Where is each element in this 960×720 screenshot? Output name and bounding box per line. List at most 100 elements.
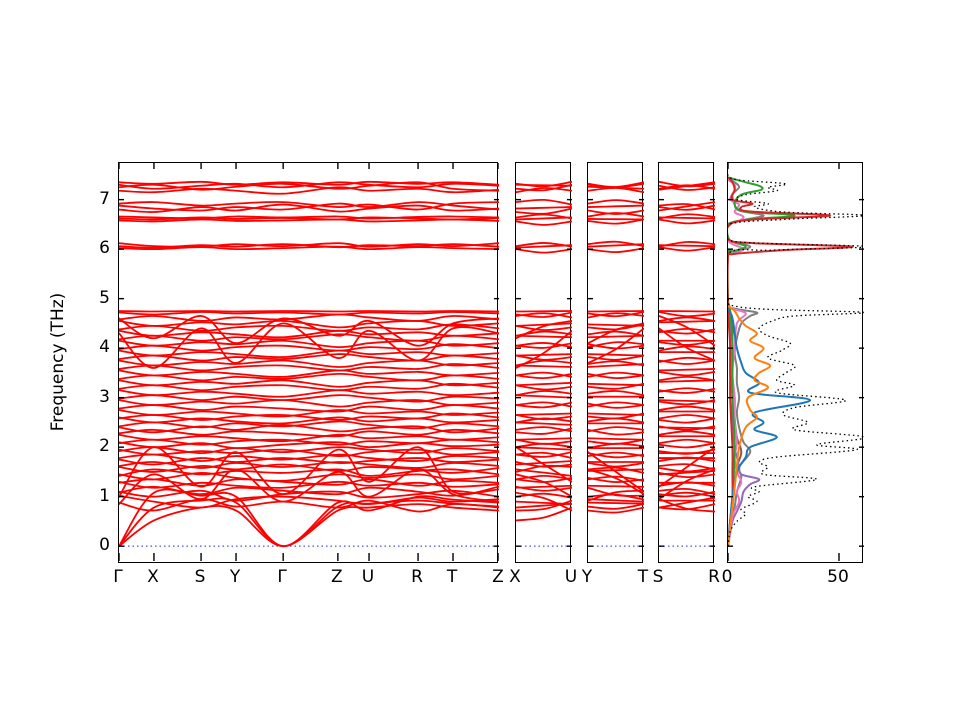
phonon-band (516, 320, 572, 340)
phonon-band (659, 414, 715, 420)
phonon-band (516, 446, 572, 483)
phonon-band (119, 181, 499, 192)
phonon-band (119, 404, 499, 413)
phonon-band (659, 204, 715, 211)
phonon-band (119, 245, 499, 251)
x-tick-label: Y (229, 567, 241, 587)
phonon-band (588, 187, 644, 194)
phonon-band (588, 240, 644, 248)
phonon-band (588, 462, 644, 468)
phonon-band (516, 421, 572, 426)
phonon-band (516, 427, 572, 435)
phonon-band (516, 324, 572, 331)
y-tick-label: 4 (99, 337, 110, 358)
phonon-band (659, 213, 715, 220)
phonon-band (659, 446, 715, 488)
phonon-band (516, 390, 572, 397)
band-structure-panel-SR (658, 162, 715, 563)
phonon-band (119, 242, 499, 248)
phonon-band (516, 354, 572, 361)
phonon-band (119, 323, 499, 332)
phonon-band (119, 453, 499, 462)
y-tick-label: 1 (99, 485, 110, 506)
phonon-band (659, 430, 715, 436)
phonon-band (516, 412, 572, 416)
phonon-band (588, 181, 644, 188)
phonon-band (119, 186, 499, 195)
phonon-band (588, 330, 644, 337)
phonon-band (659, 345, 715, 352)
phonon-band (588, 476, 644, 483)
phonon-band (659, 481, 715, 487)
phonon-band (516, 500, 572, 505)
phonon-band (588, 204, 644, 208)
phonon-band (119, 416, 499, 425)
y-tick-label: 6 (99, 238, 110, 259)
plot-canvas (588, 181, 644, 547)
phonon-band (588, 438, 644, 445)
x-tick-label: R (411, 567, 423, 587)
y-tick-label: 2 (99, 436, 110, 457)
phonon-band (659, 379, 715, 383)
plot-canvas (516, 180, 572, 547)
x-tick-label: Y (581, 567, 593, 587)
phonon-band (516, 206, 572, 210)
x-tick-label: T (637, 567, 649, 587)
phonon-band (119, 497, 499, 548)
phonon-band (659, 498, 715, 513)
phonon-band (119, 215, 499, 220)
phonon-band (659, 316, 715, 322)
phonon-band (516, 342, 572, 349)
phonon-band (588, 360, 644, 367)
phonon-band (588, 311, 644, 318)
phonon-band (588, 503, 644, 510)
phonon-band (516, 473, 572, 498)
phonon-band (588, 402, 644, 409)
phonon-band (516, 180, 572, 188)
phonon-band (659, 387, 715, 394)
phonon-band (119, 339, 499, 349)
phonon-band (588, 354, 644, 361)
phonon-band (588, 501, 644, 505)
phonon-band (119, 468, 499, 505)
phonon-band (119, 428, 499, 438)
plot-canvas (728, 163, 864, 561)
phonon-band (119, 333, 499, 342)
phonon-band (119, 441, 499, 450)
phonon-band (119, 485, 499, 497)
phonon-band (588, 451, 644, 493)
phonon-band (588, 466, 644, 474)
phonon-band (119, 201, 499, 211)
phonon-band (659, 201, 715, 212)
phonon-band (659, 442, 715, 449)
phonon-band (119, 457, 499, 466)
band-structure-panel-XU (515, 162, 572, 563)
x-tick-label: R (708, 567, 720, 587)
phonon-band (659, 417, 715, 424)
x-tick-label: 0 (721, 567, 733, 587)
phonon-band (516, 414, 572, 421)
x-tick-label: U (361, 567, 375, 587)
phonon-band (588, 218, 644, 225)
phonon-band (119, 438, 499, 446)
band-structure-panel-YT (587, 162, 644, 563)
phonon-band (119, 382, 499, 392)
phonon-band (588, 247, 644, 254)
phonon-band (119, 311, 499, 316)
phonon-band (659, 399, 715, 403)
phonon-band (119, 372, 499, 382)
phonon-band (119, 468, 499, 477)
phonon-band (588, 390, 644, 397)
phonon-band (659, 327, 715, 362)
phonon-band (659, 456, 715, 462)
phonon-band (516, 372, 572, 380)
phonon-band (516, 381, 572, 387)
phonon-band (119, 446, 499, 455)
phonon-band (119, 369, 499, 378)
y-tick-label: 3 (99, 386, 110, 407)
phonon-band (588, 312, 644, 319)
phonon-band (119, 399, 499, 408)
phonon-band (588, 322, 644, 345)
phonon-band (119, 389, 499, 398)
